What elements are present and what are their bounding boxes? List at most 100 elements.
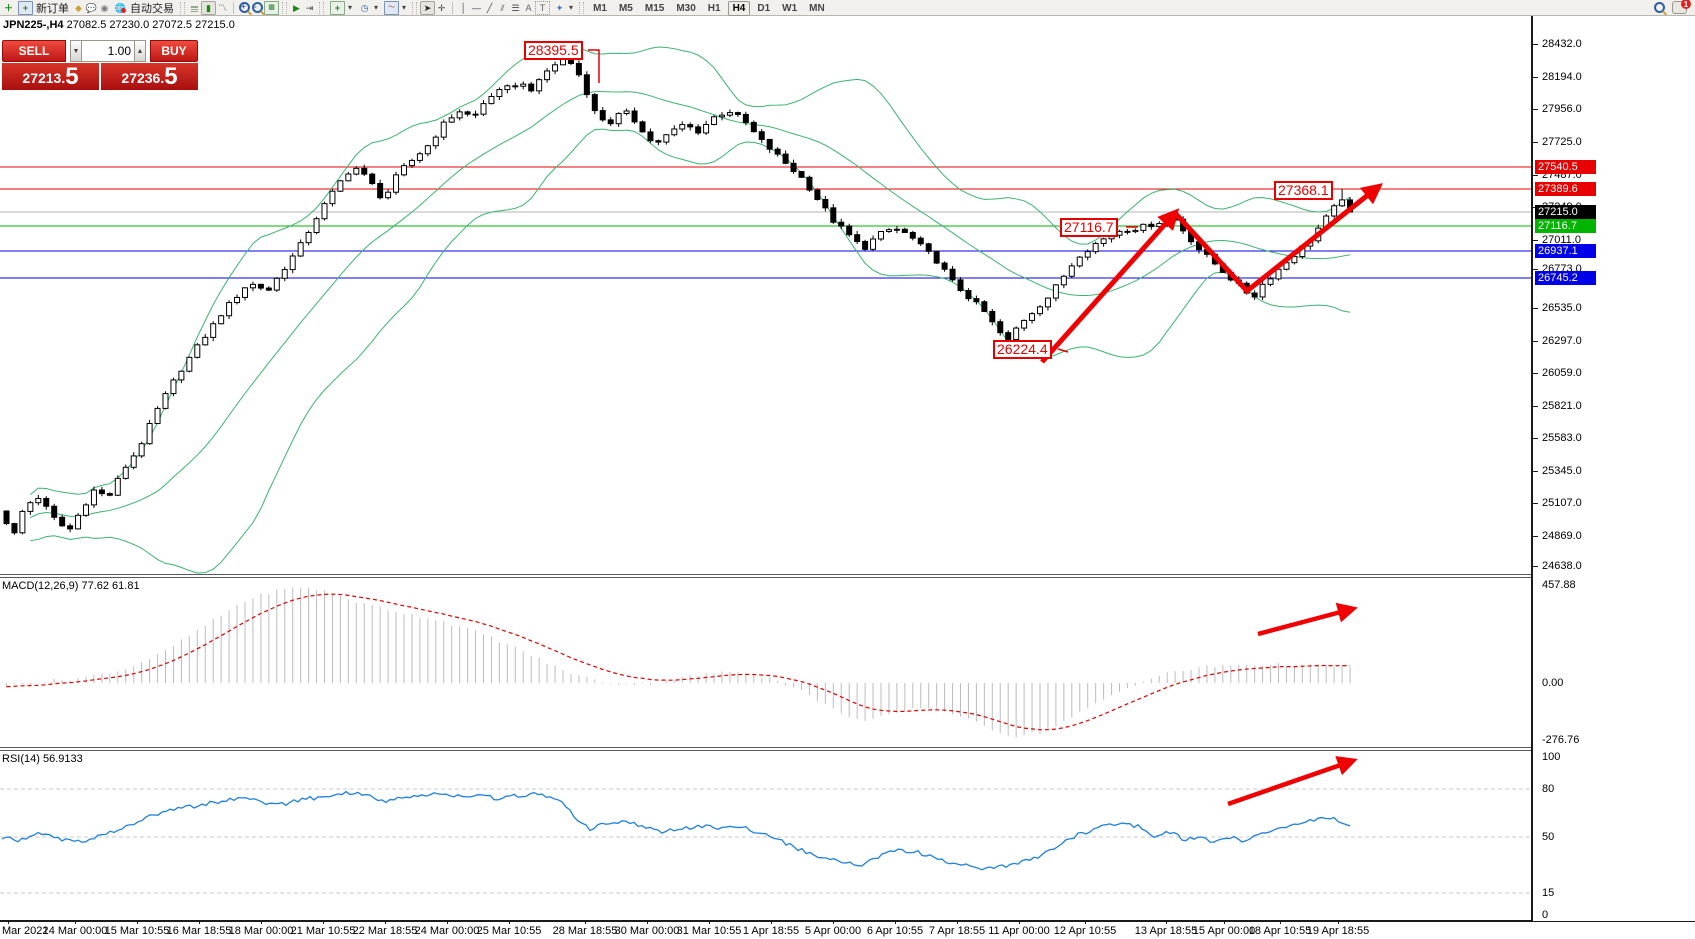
text-label-icon[interactable]: T	[535, 0, 551, 15]
time-tick-mark	[323, 920, 324, 924]
cursor-icon[interactable]: ➤	[420, 0, 436, 15]
price-tick-label: 27956.0	[1542, 103, 1582, 115]
price-tick-label: 26297.0	[1542, 335, 1582, 347]
price-annotation[interactable]: 28395.5	[524, 41, 583, 60]
equidistant-channel-icon[interactable]: ⫽	[500, 2, 505, 13]
buy-button[interactable]: BUY	[150, 40, 198, 62]
timeframe-h4[interactable]: H4	[727, 0, 751, 16]
toolbar-separator	[452, 1, 454, 14]
price-tick-mark	[1533, 406, 1538, 407]
bars-chart-icon[interactable]: 𝄙	[190, 2, 199, 13]
horizontal-line-icon[interactable]: —	[472, 2, 482, 13]
notification-badge: 1	[1681, 0, 1691, 9]
time-tick-mark	[137, 920, 138, 924]
arrows-icon: ✦	[555, 2, 564, 13]
volume-increase-button[interactable]: ▲	[134, 40, 146, 62]
price-tick-mark	[1533, 438, 1538, 439]
chart-plus-icon[interactable]: ＋	[3, 2, 13, 13]
timeframe-m1[interactable]: M1	[593, 2, 607, 14]
text-icon[interactable]: A	[525, 2, 532, 13]
pane-separator	[0, 750, 1695, 751]
price-tick-label: 24869.0	[1542, 530, 1582, 542]
price-tick-mark	[1533, 536, 1538, 537]
time-tick-label: 12 Apr 10:55	[1053, 925, 1117, 937]
timeframe-m15[interactable]: M15	[644, 2, 665, 14]
toolbar-grip	[319, 1, 324, 14]
price-tick-mark	[1533, 341, 1538, 342]
gold-icon[interactable]: ◆	[75, 2, 82, 13]
macd-label: MACD(12,26,9) 77.62 61.81	[2, 580, 140, 592]
vertical-line-icon[interactable]: │	[460, 2, 467, 13]
time-tick-mark	[1338, 920, 1339, 924]
sell-button[interactable]: SELL	[2, 40, 66, 62]
time-tick-mark	[75, 920, 76, 924]
time-tick-label: 14 Mar 00:00	[42, 925, 108, 937]
time-tick-mark	[833, 920, 834, 924]
periods-clock-icon: ◷	[360, 2, 369, 13]
new-order-button[interactable]: + 新订单	[15, 0, 72, 15]
templates-button[interactable]: 〜 ▾	[381, 0, 409, 15]
timeframe-m30[interactable]: M30	[676, 2, 696, 14]
auto-trading-icon: 🌐	[114, 2, 127, 13]
price-badge: 27116.7	[1535, 219, 1596, 233]
price-tick-mark	[1533, 308, 1538, 309]
price-annotation[interactable]: 27368.1	[1274, 181, 1333, 200]
periods-button[interactable]: ◷ ▾	[355, 1, 381, 15]
price-tick-label: 28432.0	[1542, 38, 1582, 50]
time-axis[interactable]: Mar 2022 14 Mar 00:00 15 Mar 10:55 16 Mar 1…	[0, 920, 1695, 939]
auto-trading-label: 自动交易	[130, 2, 174, 15]
zoom-in-icon[interactable]: +	[238, 2, 251, 14]
indicators-button[interactable]: + ▾	[327, 0, 355, 15]
new-order-label: 新订单	[36, 2, 69, 15]
price-badge: 27215.0	[1535, 205, 1596, 219]
toolbar: ＋ + 新订单 ◆ 💬 ◉ 🌐 自动交易 𝄙 ▮ 〽 + - ▦ ▶ ⇥ + ▾…	[0, 0, 1695, 16]
rsi-axis-label: 80	[1542, 783, 1555, 795]
time-tick-label: 16 Mar 18:55	[166, 925, 232, 937]
price-annotation[interactable]: 26224.4	[993, 340, 1052, 359]
timeframe-m5[interactable]: M5	[618, 2, 633, 14]
price-annotation[interactable]: 27116.7	[1060, 218, 1118, 237]
time-tick-label: 15 Mar 10:55	[104, 925, 170, 937]
macd-axis-label: -276.76	[1542, 734, 1580, 746]
line-chart-icon[interactable]: 〽	[217, 2, 227, 13]
messenger-icon[interactable]: 💬	[85, 2, 98, 13]
zoom-out-icon[interactable]: -	[251, 2, 264, 14]
timeframe-h1[interactable]: H1	[707, 2, 721, 14]
volume-decrease-button[interactable]: ▼	[70, 40, 82, 62]
pane-separator[interactable]	[0, 574, 1695, 575]
time-tick-label: 24 Mar 00:00	[414, 925, 480, 937]
price-tick-mark	[1533, 240, 1538, 241]
pane-separator[interactable]	[0, 747, 1695, 748]
signal-icon[interactable]: ◉	[100, 2, 109, 13]
timeframe-w1[interactable]: W1	[782, 2, 798, 14]
fibonacci-icon[interactable]: ☰	[511, 2, 520, 13]
chart-shift-icon[interactable]: ⇥	[305, 2, 314, 13]
timeframe-mn[interactable]: MN	[809, 2, 825, 14]
crosshair-icon[interactable]: ✛	[437, 2, 446, 13]
price-axis[interactable]: 28432.028194.027956.027725.027487.027249…	[1533, 16, 1695, 921]
price-tick-mark	[1533, 44, 1538, 45]
rsi-label: RSI(14) 56.9133	[2, 753, 83, 765]
sell-price[interactable]: 27213. 5	[2, 63, 99, 90]
buy-price-dot: .	[160, 70, 165, 86]
auto-trading-button[interactable]: 🌐 自动交易	[111, 1, 177, 15]
search-icon[interactable]	[1653, 2, 1666, 14]
buy-price[interactable]: 27236. 5	[101, 63, 198, 90]
trendline-icon[interactable]: ╱	[486, 2, 493, 13]
time-tick-mark	[957, 920, 958, 924]
tile-windows-icon[interactable]: ▦	[264, 0, 279, 15]
time-tick-mark	[1280, 920, 1281, 924]
candles-chart-icon[interactable]: ▮	[201, 0, 216, 15]
volume-input[interactable]	[82, 40, 134, 62]
sell-price-pips: 5	[65, 63, 79, 90]
chat-icon[interactable]: 1	[1672, 0, 1691, 14]
arrows-button[interactable]: ✦ ▾	[550, 1, 576, 15]
timeframe-group: M1 M5 M15 M30 H1 H4 D1 W1 MN	[587, 0, 831, 16]
time-tick-label: 22 Mar 18:55	[352, 925, 418, 937]
time-tick-label: 1 Apr 18:55	[742, 925, 800, 937]
timeframe-d1[interactable]: D1	[757, 2, 771, 14]
price-tick-mark	[1533, 471, 1538, 472]
auto-scroll-icon[interactable]: ▶	[293, 2, 300, 13]
time-tick-label: 15 Apr 00:00	[1192, 925, 1256, 937]
time-tick-mark	[447, 920, 448, 924]
